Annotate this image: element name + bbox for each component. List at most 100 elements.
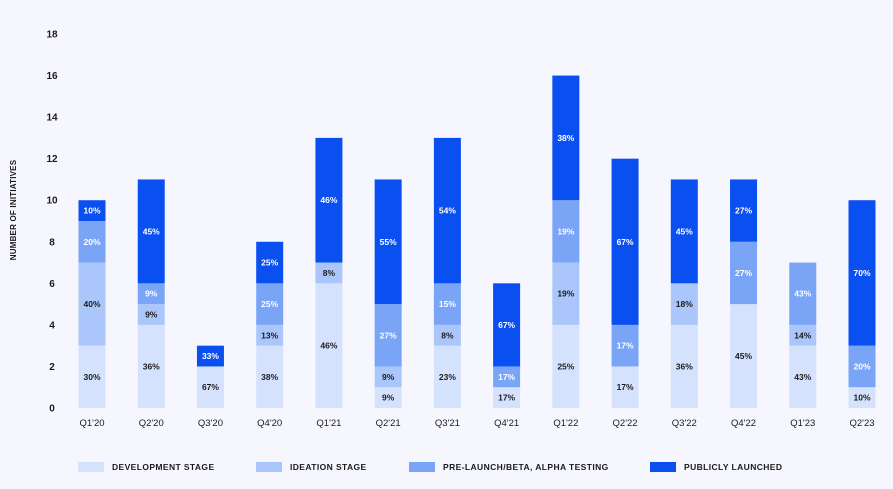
bar-data-label: 17% — [617, 341, 634, 351]
bar-stack: 25% 19% 19% 38% — [552, 75, 580, 408]
bar-data-label: 14% — [794, 330, 811, 340]
legend-item-development: DEVELOPMENT STAGE — [78, 462, 256, 472]
bar-segment — [730, 241, 758, 305]
x-tick-label: Q3'21 — [435, 418, 460, 429]
bar-segment — [374, 366, 402, 388]
y-tick-label: 0 — [49, 404, 55, 415]
bar-stack: 10% 20% 70% — [848, 200, 876, 408]
bar-segment — [730, 179, 758, 242]
bar-data-label: 45% — [143, 226, 160, 236]
bar-data-label: 70% — [853, 268, 870, 278]
bar-data-label: 43% — [794, 372, 811, 382]
bar-segment — [552, 324, 580, 408]
bar-data-label: 20% — [853, 361, 870, 371]
bar-data-label: 19% — [557, 226, 574, 236]
bar-segment — [611, 158, 639, 325]
legend-label-development: DEVELOPMENT STAGE — [112, 462, 215, 472]
bar-data-label: 20% — [83, 237, 100, 247]
legend: DEVELOPMENT STAGE IDEATION STAGE PRE-LAU… — [78, 460, 810, 474]
x-tick-label: Q1'22 — [553, 418, 578, 429]
bar-segment — [433, 345, 461, 408]
bar-segment — [611, 366, 639, 408]
legend-item-ideation: IDEATION STAGE — [256, 462, 409, 472]
bar-stack: 36% 9% 9% 45% — [137, 179, 165, 408]
x-tick-label: Q4'21 — [494, 418, 519, 429]
legend-label-prelaunch: PRE-LAUNCH/BETA, ALPHA TESTING — [443, 462, 609, 472]
bar-data-label: 27% — [380, 330, 397, 340]
bar-segment — [611, 324, 639, 367]
x-tick-label: Q3'22 — [672, 418, 697, 429]
bar-segment — [789, 262, 817, 325]
bar-segment — [552, 75, 580, 201]
bar-stack: 17% 17% 67% — [493, 283, 521, 408]
bar-segment — [196, 366, 224, 408]
bar-segment — [433, 324, 461, 346]
bar-data-label: 30% — [83, 372, 100, 382]
bar-data-label: 15% — [439, 299, 456, 309]
bar-segment — [730, 304, 758, 408]
bar-data-label: 55% — [380, 237, 397, 247]
legend-item-prelaunch: PRE-LAUNCH/BETA, ALPHA TESTING — [409, 462, 650, 472]
bars: 30%40%20%10%36%9%9%45%67%33%38%13%25%25%… — [78, 75, 876, 408]
bar-data-label: 33% — [202, 351, 219, 361]
y-tick-label: 2 — [49, 362, 55, 373]
bar-segment — [256, 324, 284, 346]
bar-segment — [493, 283, 521, 367]
bar-data-label: 25% — [557, 361, 574, 371]
bar-segment — [670, 324, 698, 408]
x-tick-label: Q4'20 — [257, 418, 282, 429]
bar-data-label: 17% — [617, 382, 634, 392]
bar-stack: 46% 8% 46% — [315, 137, 343, 408]
bar-data-label: 43% — [794, 289, 811, 299]
bar-data-label: 25% — [261, 299, 278, 309]
bar-segment — [374, 304, 402, 367]
bar-segment — [848, 345, 876, 388]
bar-segment — [196, 345, 224, 367]
legend-swatch-development — [78, 462, 104, 472]
y-tick-label: 8 — [49, 237, 55, 248]
bar-data-label: 8% — [323, 268, 336, 278]
bar-data-label: 36% — [676, 361, 693, 371]
bar-segment — [374, 387, 402, 408]
bar-data-label: 17% — [498, 372, 515, 382]
bar-segment — [315, 262, 343, 284]
bar-data-label: 9% — [145, 310, 158, 320]
y-tick-label: 12 — [46, 154, 58, 165]
x-tick-label: Q2'23 — [849, 418, 874, 429]
x-tick-label: Q4'22 — [731, 418, 756, 429]
legend-label-ideation: IDEATION STAGE — [290, 462, 367, 472]
bar-segment — [137, 324, 165, 408]
y-tick-label: 4 — [49, 320, 55, 331]
bar-data-label: 10% — [853, 393, 870, 403]
bar-data-label: 45% — [676, 226, 693, 236]
bar-stack: 38% 13% 25% 25% — [256, 241, 284, 408]
bar-data-label: 54% — [439, 206, 456, 216]
bar-data-label: 13% — [261, 330, 278, 340]
x-tick-label: Q1'23 — [790, 418, 815, 429]
bar-data-label: 67% — [617, 237, 634, 247]
bar-stack: 17% 17% 67% — [611, 158, 639, 408]
bar-segment — [78, 221, 106, 263]
bar-segment — [789, 345, 817, 408]
bar-data-label: 36% — [143, 361, 160, 371]
bar-segment — [137, 283, 165, 305]
bar-data-label: 46% — [320, 341, 337, 351]
stacked-bar-chart: 0 2 4 6 8 10 12 14 16 18 NUMBER OF INITIATIVES 30… — [9, 30, 876, 429]
bar-data-label: 19% — [557, 289, 574, 299]
bar-data-label: 38% — [557, 133, 574, 143]
bar-data-label: 18% — [676, 299, 693, 309]
y-axis-ticks: 0 2 4 6 8 10 12 14 16 18 — [46, 30, 58, 415]
x-tick-label: Q1'21 — [316, 418, 341, 429]
bar-data-label: 46% — [320, 195, 337, 205]
y-tick-label: 14 — [46, 113, 58, 124]
x-tick-label: Q1'20 — [79, 418, 104, 429]
legend-label-launched: PUBLICLY LAUNCHED — [684, 462, 783, 472]
x-tick-label: Q2'22 — [613, 418, 638, 429]
x-axis-categories: Q1'20 Q2'20 Q3'20 Q4'20 Q1'21 Q2'21 Q3'21 Q4'21… — [79, 418, 874, 429]
bar-data-label: 9% — [382, 372, 395, 382]
bar-segment — [848, 387, 876, 408]
bar-segment — [670, 283, 698, 325]
bar-segment — [848, 200, 876, 346]
y-axis-label: NUMBER OF INITIATIVES — [9, 159, 18, 260]
